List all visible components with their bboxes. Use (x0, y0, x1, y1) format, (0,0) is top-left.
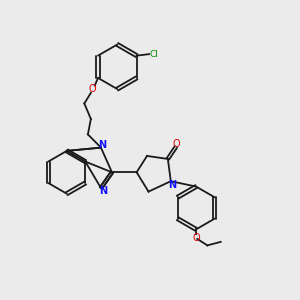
Text: N: N (168, 180, 176, 190)
Text: N: N (99, 186, 107, 196)
Text: N: N (98, 140, 106, 150)
Text: O: O (89, 84, 97, 94)
Text: Cl: Cl (150, 50, 159, 58)
Text: O: O (192, 233, 200, 243)
Text: O: O (173, 139, 181, 149)
